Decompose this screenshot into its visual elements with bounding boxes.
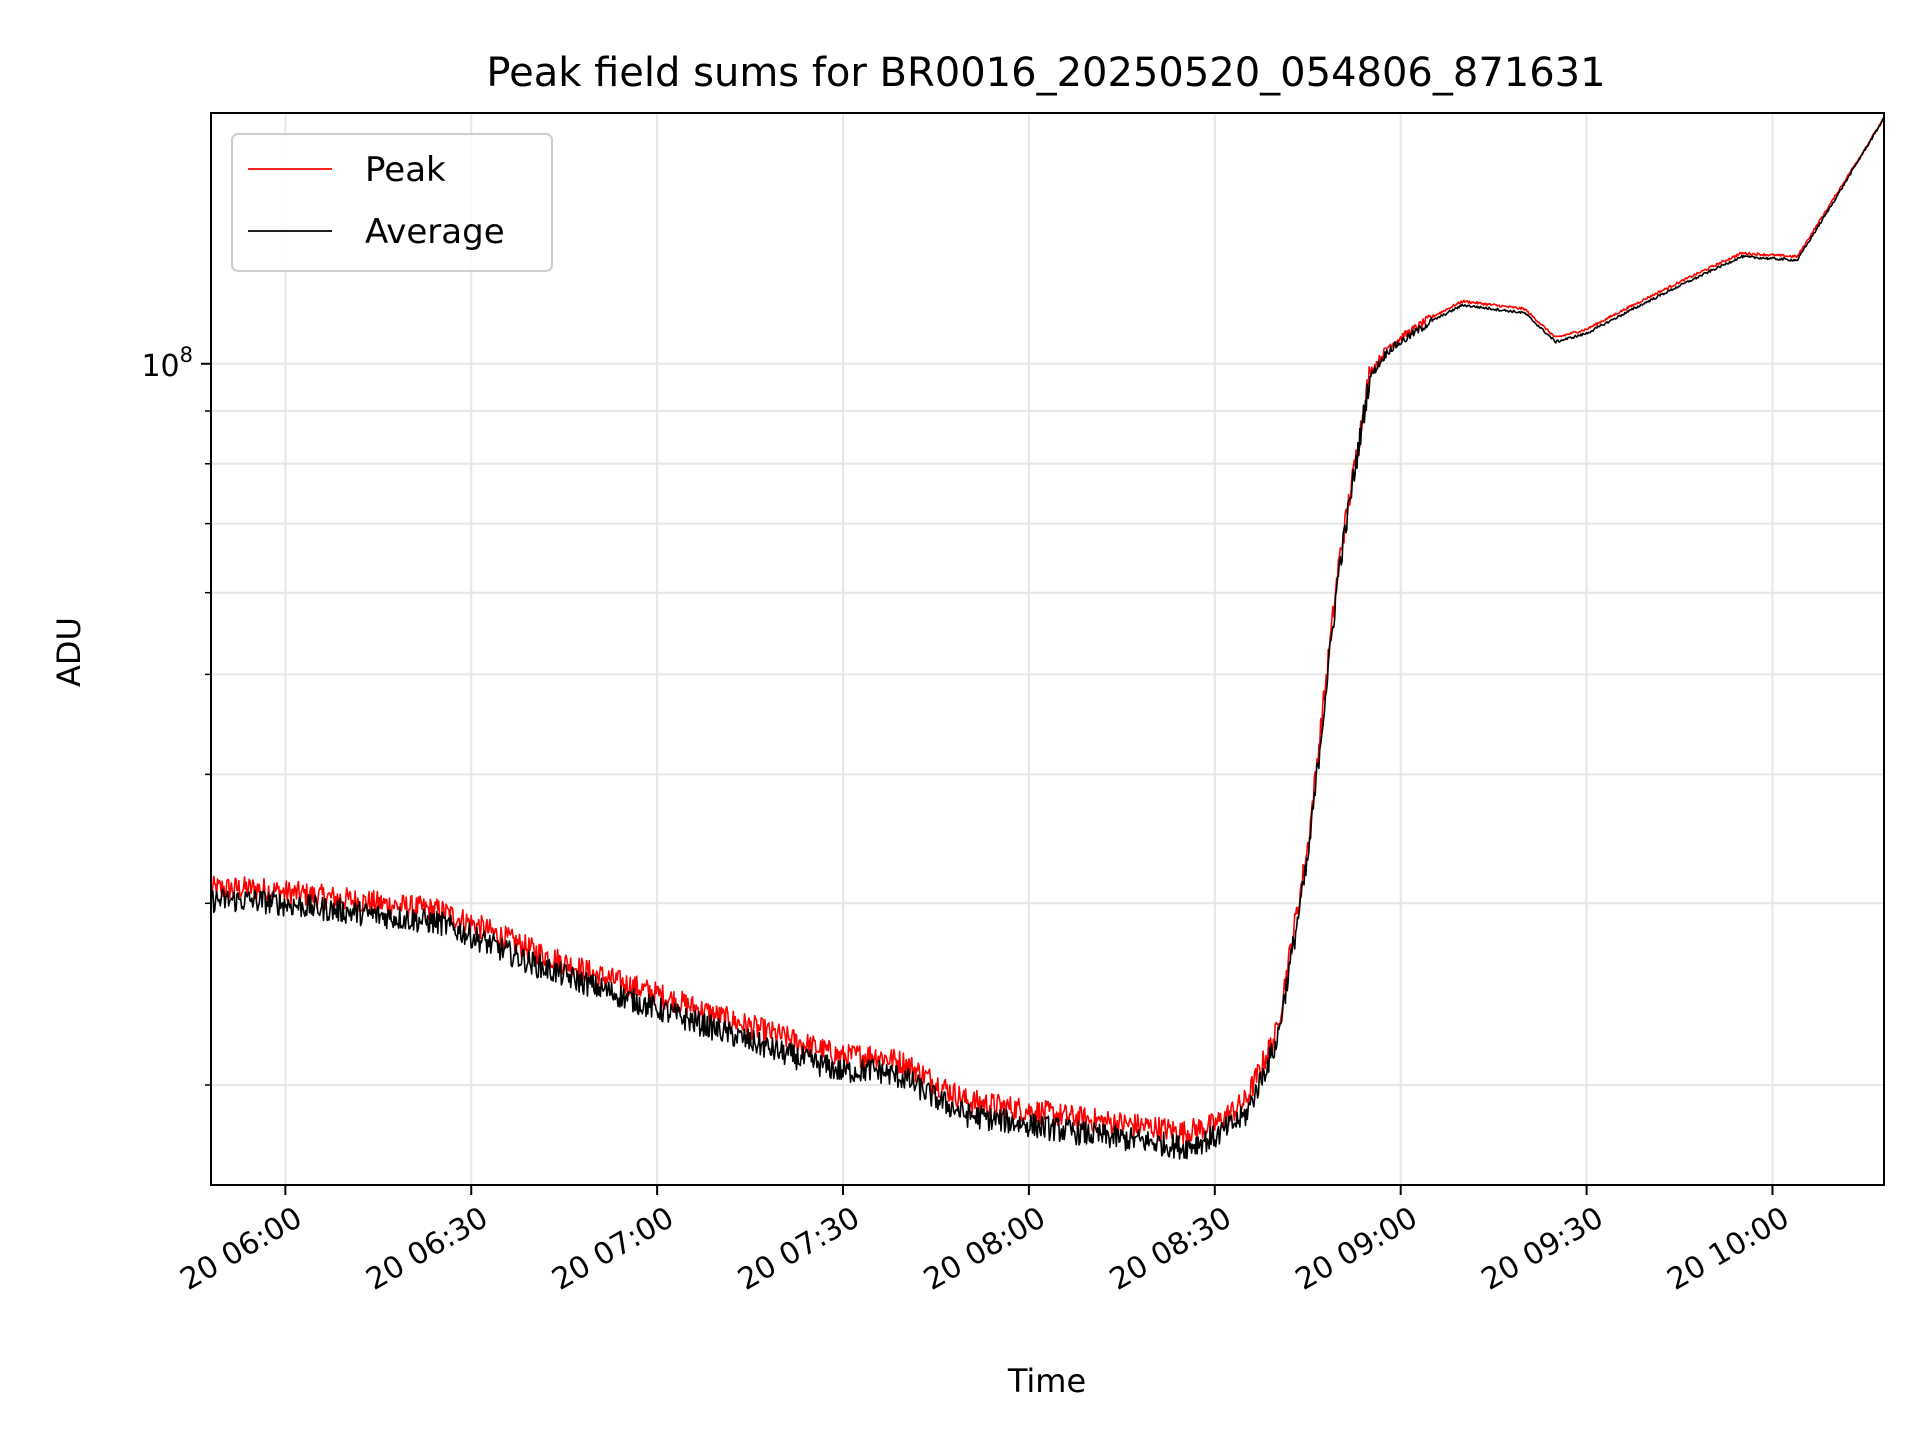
legend-label-average: Average — [365, 212, 505, 252]
x-axis-title: Time — [1007, 1362, 1086, 1400]
y-tick-label: 108 — [141, 343, 193, 384]
grid-lines — [211, 113, 1884, 1185]
plot-area-frame — [210, 112, 1885, 1186]
legend-label-peak: Peak — [365, 150, 446, 190]
series-line-average — [211, 117, 1884, 1160]
y-axis-title: ADU — [50, 617, 88, 687]
series-lines — [211, 117, 1884, 1160]
series-line-peak — [211, 117, 1884, 1145]
chart-title: Peak field sums for BR0016_20250520_0548… — [486, 50, 1605, 96]
legend: Peak Average — [231, 133, 553, 272]
